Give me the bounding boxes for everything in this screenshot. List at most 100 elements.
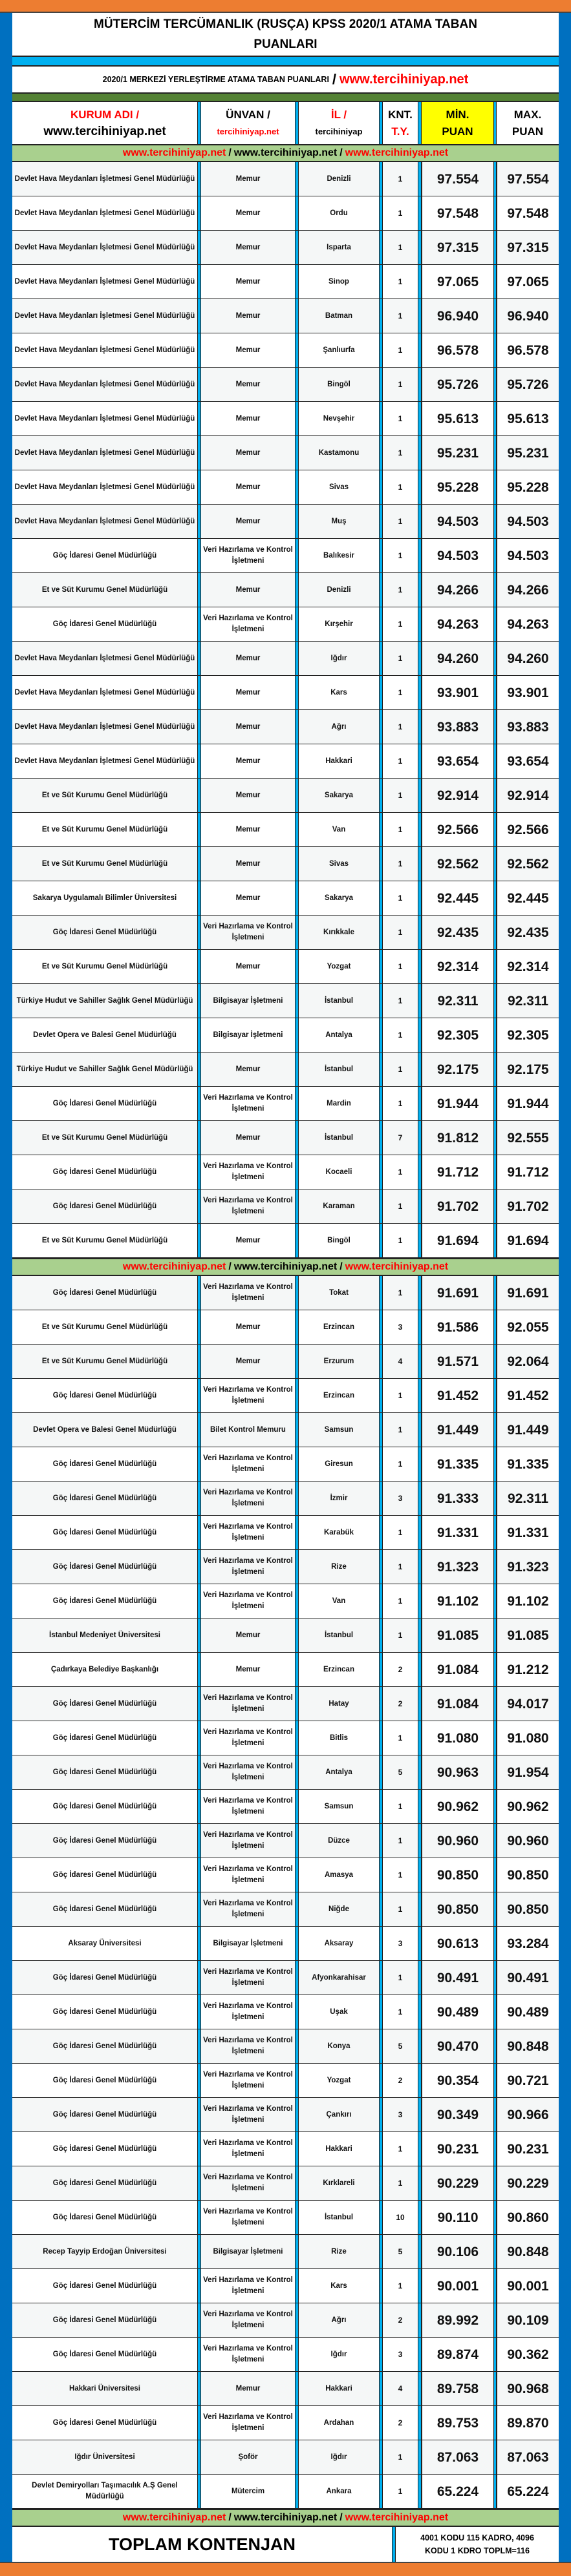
column-separator xyxy=(197,2201,201,2234)
column-separator xyxy=(295,1584,299,1618)
cell-kurum: Devlet Hava Meydanları İşletmesi Genel M… xyxy=(12,299,197,333)
cell-max-puan: 90.960 xyxy=(497,1824,559,1858)
cell-min-puan: 90.850 xyxy=(422,1858,493,1892)
column-separator xyxy=(197,1516,201,1549)
column-separator xyxy=(418,539,422,572)
column-separator xyxy=(379,539,383,572)
cell-min-puan: 95.231 xyxy=(422,436,493,470)
column-separator xyxy=(197,196,201,230)
column-separator xyxy=(379,2406,383,2440)
cell-il: Antalya xyxy=(299,1755,379,1789)
cell-il: Balıkesir xyxy=(299,539,379,572)
link-bar-site-a[interactable]: www.tercihiniyap.net xyxy=(122,2512,226,2523)
cell-il: Hatay xyxy=(299,1687,379,1721)
cell-kontenjan: 2 xyxy=(383,1653,418,1686)
column-separator xyxy=(197,2303,201,2337)
cell-max-puan: 90.966 xyxy=(497,2098,559,2131)
cell-min-puan: 97.548 xyxy=(422,196,493,230)
cell-kontenjan: 1 xyxy=(383,1155,418,1189)
cell-kurum: Devlet Hava Meydanları İşletmesi Genel M… xyxy=(12,642,197,675)
link-bar-site-c[interactable]: www.tercihiniyap.net xyxy=(345,147,449,158)
table-row: Devlet Hava Meydanları İşletmesi Genel M… xyxy=(12,333,559,368)
cell-kontenjan: 4 xyxy=(383,1345,418,1378)
link-bar: www.tercihiniyap.net / www.tercihiniyap.ne… xyxy=(12,1258,559,1276)
column-separator xyxy=(493,950,497,983)
table-row: Devlet Hava Meydanları İşletmesi Genel M… xyxy=(12,710,559,744)
cell-max-puan: 92.311 xyxy=(497,984,559,1018)
column-separator xyxy=(493,847,497,881)
link-bar-site-a[interactable]: www.tercihiniyap.net xyxy=(122,1261,226,1272)
column-separator xyxy=(493,2372,497,2405)
cell-min-puan: 92.566 xyxy=(422,813,493,846)
column-separator xyxy=(379,299,383,333)
column-separator xyxy=(379,2372,383,2405)
column-separator xyxy=(493,436,497,470)
table-row: Göç İdaresi Genel Müdürlüğü Veri Hazırlam… xyxy=(12,1447,559,1482)
column-separator xyxy=(418,1087,422,1120)
link-bar-site-b[interactable]: www.tercihiniyap.net xyxy=(233,2512,338,2523)
cell-min-puan: 91.084 xyxy=(422,1687,493,1721)
cell-max-puan: 92.914 xyxy=(497,779,559,812)
column-separator xyxy=(197,231,201,264)
link-bar-slash: / xyxy=(228,147,232,158)
column-separator xyxy=(493,607,497,641)
link-bar-site-b[interactable]: www.tercihiniyap.net xyxy=(233,147,338,158)
cell-unvan: Bilgisayar İşletmeni xyxy=(201,984,295,1018)
column-separator xyxy=(418,744,422,778)
cell-min-puan: 93.654 xyxy=(422,744,493,778)
column-separator xyxy=(418,2235,422,2268)
header-kurum: KURUM ADI / www.tercihiniyap.net xyxy=(12,102,197,144)
column-separator xyxy=(493,1892,497,1926)
cell-max-puan: 91.335 xyxy=(497,1447,559,1481)
column-separator xyxy=(493,162,497,196)
column-separator xyxy=(493,1155,497,1189)
cell-il: Erzurum xyxy=(299,1345,379,1378)
cell-kurum: Devlet Hava Meydanları İşletmesi Genel M… xyxy=(12,265,197,298)
blue-divider xyxy=(12,57,559,67)
column-separator xyxy=(418,2406,422,2440)
column-separator xyxy=(493,1018,497,1052)
table-row: Devlet Hava Meydanları İşletmesi Genel M… xyxy=(12,196,559,231)
column-separator xyxy=(295,2029,299,2063)
column-separator xyxy=(493,539,497,572)
column-separator xyxy=(379,916,383,949)
table-row: Göç İdaresi Genel Müdürlüğü Veri Hazırlam… xyxy=(12,2201,559,2235)
column-separator xyxy=(493,2440,497,2474)
column-separator xyxy=(295,2303,299,2337)
cell-kurum: Et ve Süt Kurumu Genel Müdürlüğü xyxy=(12,1224,197,1257)
subtitle-site-link[interactable]: www.tercihiniyap.net xyxy=(339,72,469,87)
cell-min-puan: 93.901 xyxy=(422,676,493,709)
cell-max-puan: 97.548 xyxy=(497,196,559,230)
link-bar-site-a[interactable]: www.tercihiniyap.net xyxy=(122,147,226,158)
cell-kurum: Göç İdaresi Genel Müdürlüğü xyxy=(12,2406,197,2440)
cell-kontenjan: 1 xyxy=(383,505,418,538)
column-separator xyxy=(493,2303,497,2337)
column-separator xyxy=(493,1584,497,1618)
cell-max-puan: 97.315 xyxy=(497,231,559,264)
link-bar-site-c[interactable]: www.tercihiniyap.net xyxy=(345,1261,449,1272)
column-separator xyxy=(493,2098,497,2131)
column-separator xyxy=(379,2269,383,2303)
column-separator xyxy=(197,1379,201,1412)
cell-il: Denizli xyxy=(299,573,379,607)
column-separator xyxy=(493,916,497,949)
cell-min-puan: 91.084 xyxy=(422,1653,493,1686)
cell-kurum: Devlet Hava Meydanları İşletmesi Genel M… xyxy=(12,676,197,709)
column-separator xyxy=(197,505,201,538)
table-row: Devlet Hava Meydanları İşletmesi Genel M… xyxy=(12,436,559,470)
column-separator xyxy=(493,1310,497,1344)
cell-kontenjan: 1 xyxy=(383,196,418,230)
column-separator xyxy=(197,1018,201,1052)
link-bar-site-b[interactable]: www.tercihiniyap.net xyxy=(233,1261,338,1272)
column-separator xyxy=(295,1687,299,1721)
column-separator xyxy=(197,1721,201,1755)
cell-kurum: Et ve Süt Kurumu Genel Müdürlüğü xyxy=(12,813,197,846)
link-bar-site-c[interactable]: www.tercihiniyap.net xyxy=(345,2512,449,2523)
table-row: Devlet Hava Meydanları İşletmesi Genel M… xyxy=(12,744,559,779)
column-separator xyxy=(418,1858,422,1892)
cell-kontenjan: 1 xyxy=(383,2475,418,2508)
cell-kurum: Çadırkaya Belediye Başkanlığı xyxy=(12,1653,197,1686)
table-row: Göç İdaresi Genel Müdürlüğü Veri Hazırlam… xyxy=(12,916,559,950)
cell-min-puan: 90.489 xyxy=(422,1995,493,2029)
column-separator xyxy=(418,162,422,196)
